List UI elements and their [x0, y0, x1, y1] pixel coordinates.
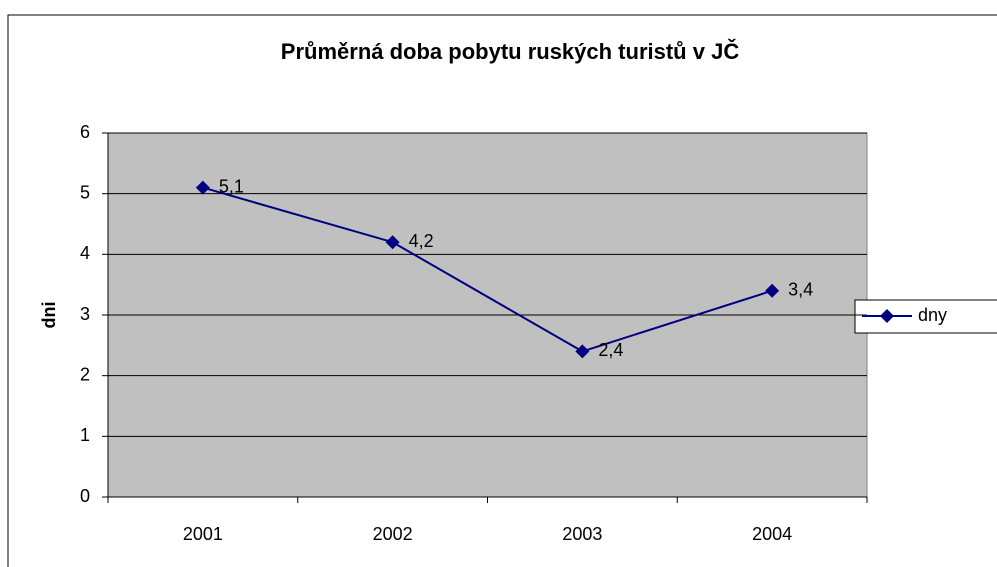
y-tick-label: 2 — [80, 364, 90, 384]
marker — [385, 235, 400, 250]
x-tick-label: 2002 — [373, 524, 413, 544]
marker — [765, 283, 780, 298]
x-tick-label: 2004 — [752, 524, 792, 544]
y-tick-label: 5 — [80, 182, 90, 202]
data-label: 2,4 — [598, 340, 623, 360]
data-label: 3,4 — [788, 279, 813, 299]
marker — [575, 344, 590, 359]
series-line — [202, 186, 773, 353]
chart-title: Průměrná doba pobytu ruských turistů v J… — [281, 39, 740, 64]
data-label: 4,2 — [409, 231, 434, 251]
y-tick-label: 6 — [80, 122, 90, 142]
x-tick-label: 2001 — [183, 524, 223, 544]
y-tick-label: 4 — [80, 243, 90, 263]
x-tick-label: 2003 — [562, 524, 602, 544]
legend-marker — [880, 309, 894, 323]
data-label: 5,1 — [219, 176, 244, 196]
legend-label: dny — [918, 305, 947, 325]
marker — [195, 180, 210, 195]
y-tick-label: 0 — [80, 486, 90, 506]
y-tick-label: 3 — [80, 304, 90, 324]
y-tick-label: 1 — [80, 425, 90, 445]
y-axis-label: dni — [39, 302, 59, 329]
